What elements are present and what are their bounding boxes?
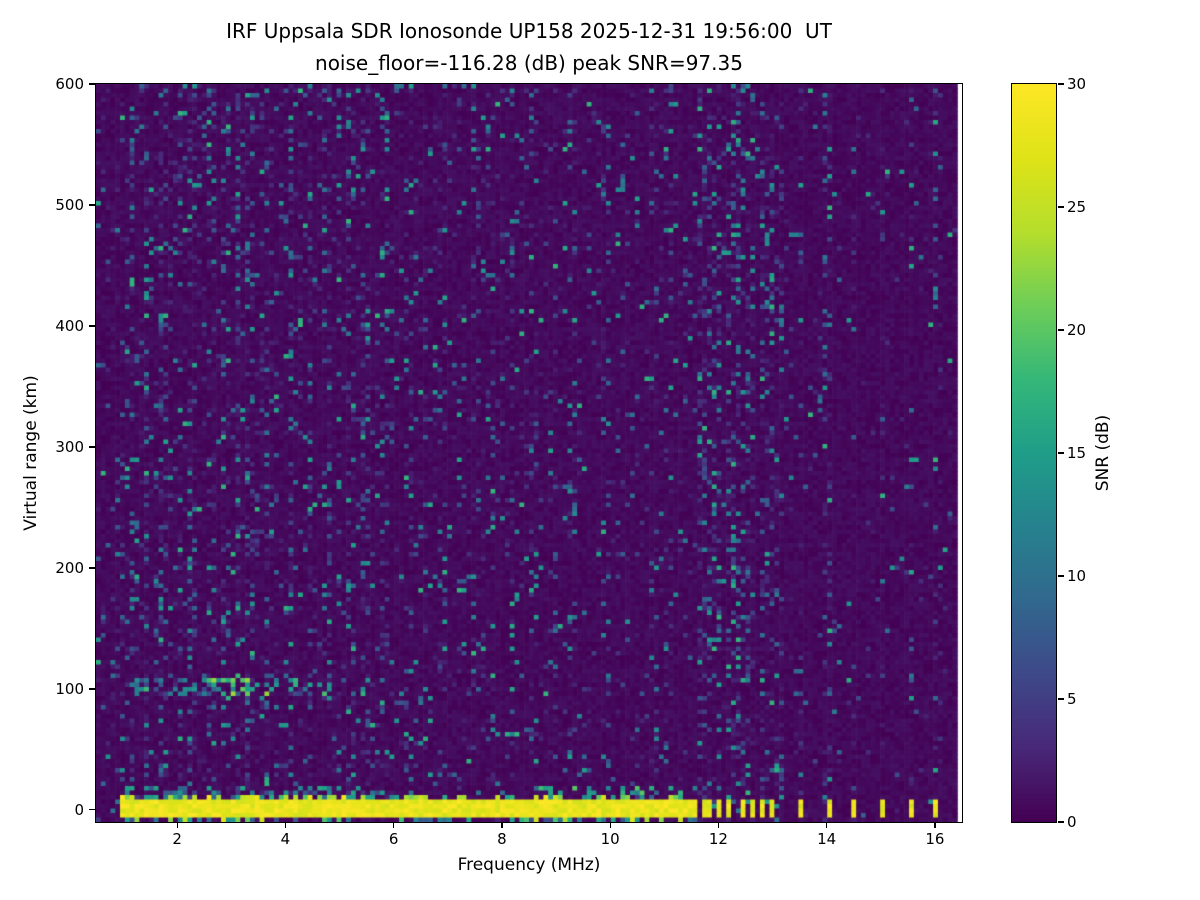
x-tick xyxy=(826,823,828,828)
colorbar-tick-label: 0 xyxy=(1067,813,1077,831)
x-tick xyxy=(176,823,178,828)
y-tick-label: 500 xyxy=(55,195,84,214)
colorbar-tick xyxy=(1058,206,1064,208)
y-tick-label: 200 xyxy=(55,558,84,577)
x-tick xyxy=(284,823,287,828)
x-tick-label: 6 xyxy=(388,830,399,848)
y-tick xyxy=(89,567,95,569)
y-tick xyxy=(89,809,95,811)
x-tick xyxy=(717,823,720,828)
y-tick-label: 0 xyxy=(74,800,84,819)
y-tick-label: 600 xyxy=(55,75,84,93)
x-tick-label: 10 xyxy=(600,830,620,848)
x-tick xyxy=(934,823,936,828)
colorbar-tick-label: 15 xyxy=(1067,444,1087,462)
x-tick-label: 4 xyxy=(280,830,291,848)
colorbar-tick xyxy=(1058,698,1064,700)
colorbar-tick-label: 20 xyxy=(1067,321,1087,339)
x-tick-label: 14 xyxy=(817,830,837,848)
colorbar-label: SNR (dB) xyxy=(1093,414,1113,492)
colorbar-tick xyxy=(1058,452,1064,454)
colorbar-tick-label: 25 xyxy=(1067,198,1087,216)
chart-title: IRF Uppsala SDR Ionosonde UP158 2025-12-… xyxy=(226,19,832,43)
plot-area xyxy=(95,83,963,823)
y-tick xyxy=(89,688,95,690)
x-tick-label: 2 xyxy=(172,830,182,848)
y-tick-label: 300 xyxy=(55,437,84,456)
y-tick xyxy=(89,83,95,85)
y-tick xyxy=(89,204,95,206)
x-tick xyxy=(501,823,503,828)
colorbar-tick-label: 30 xyxy=(1067,75,1087,93)
y-tick-label: 400 xyxy=(55,316,84,335)
y-tick-label: 100 xyxy=(55,679,84,698)
chart-subtitle: noise_floor=-116.28 (dB) peak SNR=97.35 xyxy=(315,51,743,75)
colorbar-tick-label: 5 xyxy=(1067,690,1077,708)
x-tick xyxy=(393,823,395,828)
colorbar-tick xyxy=(1058,329,1064,331)
x-axis-label: Frequency (MHz) xyxy=(457,855,601,875)
colorbar-tick-label: 10 xyxy=(1067,567,1087,585)
x-tick xyxy=(609,823,611,828)
x-tick-label: 8 xyxy=(497,830,507,848)
x-tick-label: 12 xyxy=(708,830,728,848)
colorbar xyxy=(1011,83,1057,823)
colorbar-tick xyxy=(1058,575,1064,577)
colorbar-tick xyxy=(1058,821,1064,823)
y-tick xyxy=(89,446,95,448)
colorbar-tick xyxy=(1058,83,1064,85)
ionogram-heatmap-canvas xyxy=(96,84,962,822)
y-axis-label: Virtual range (km) xyxy=(21,375,41,531)
colorbar-canvas xyxy=(1012,84,1056,822)
x-tick-label: 16 xyxy=(925,830,945,848)
y-tick xyxy=(89,325,95,327)
